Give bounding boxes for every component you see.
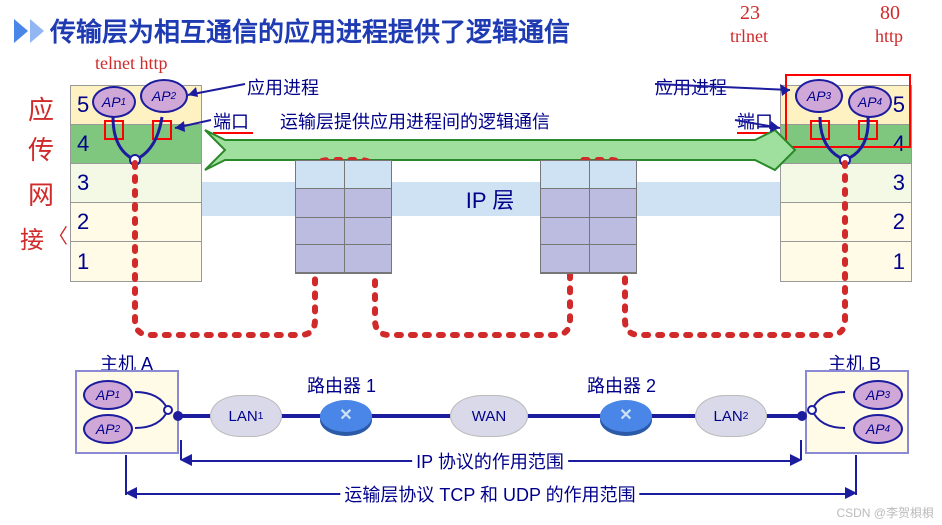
label-logical: 运输层提供应用进程间的逻辑通信 <box>280 108 550 134</box>
port-box <box>152 120 172 140</box>
layer-num: 2 <box>887 209 911 235</box>
layer-stack-left: 5 4 3 2 1 <box>70 85 202 282</box>
label-app-process-r: 应用进程 <box>655 74 727 100</box>
router-icon-1 <box>320 400 372 432</box>
router-stack-2 <box>540 160 637 274</box>
arrow-right-icon <box>790 454 802 466</box>
layer-num: 1 <box>887 249 911 275</box>
watermark: CSDN @李贺梖梖 <box>836 504 934 521</box>
router-icon-2 <box>600 400 652 432</box>
arrow-left-icon <box>125 487 137 499</box>
ap1: AP1 <box>92 86 136 118</box>
host-a-box: AP1 AP2 <box>75 370 179 454</box>
handwritten-side-net: 网 <box>28 175 54 212</box>
layer-num: 3 <box>71 170 95 196</box>
handwritten-http: http <box>875 26 903 47</box>
label-port-l: 端口 <box>213 108 249 134</box>
hostB-ap3: AP3 <box>853 380 903 410</box>
label-port-r: 端口 <box>737 108 773 134</box>
label-app-process-l: 应用进程 <box>247 74 319 100</box>
host-b-box: AP3 AP4 <box>805 370 909 454</box>
label-router2: 路由器 2 <box>587 372 656 398</box>
arrow-left-icon <box>180 454 192 466</box>
chevron-icon <box>30 19 44 43</box>
ip-layer-label: IP 层 <box>466 183 515 215</box>
label-router1: 路由器 1 <box>307 372 376 398</box>
cloud-lan1: LAN1 <box>210 395 282 437</box>
layer-num: 2 <box>71 209 95 235</box>
wire-dot <box>797 411 807 421</box>
layer-num: 4 <box>71 131 95 157</box>
wire-dot <box>173 411 183 421</box>
handwritten-bracket: 〈 <box>48 220 68 249</box>
router-stack-1 <box>295 160 392 274</box>
layer-num: 1 <box>71 249 95 275</box>
red-annotation-box <box>785 74 911 148</box>
handwritten-side-trans: 传 <box>28 130 54 167</box>
arrow-right-icon <box>845 487 857 499</box>
cloud-lan2: LAN2 <box>695 395 767 437</box>
cloud-wan: WAN <box>450 395 528 437</box>
page-title: 传输层为相互通信的应用进程提供了逻辑通信 <box>14 12 570 49</box>
title-text: 传输层为相互通信的应用进程提供了逻辑通信 <box>50 12 570 49</box>
ap2: AP2 <box>140 79 188 113</box>
handwritten-telnet-http: telnet http <box>95 53 167 74</box>
handwritten-80: 80 <box>880 2 900 25</box>
handwritten-side-if: 接 <box>20 220 44 255</box>
tcp-range-text: 运输层协议 TCP 和 UDP 的作用范围 <box>340 481 639 507</box>
port-box <box>104 120 124 140</box>
hostA-ap1: AP1 <box>83 380 133 410</box>
chevron-icon <box>14 19 28 43</box>
hostA-ap2: AP2 <box>83 414 133 444</box>
hostB-ap4: AP4 <box>853 414 903 444</box>
layer-num: 3 <box>887 170 911 196</box>
handwritten-side-app: 应 <box>28 90 54 127</box>
handwritten-trlnet: trlnet <box>730 26 768 47</box>
handwritten-23: 23 <box>740 2 760 25</box>
ip-range-text: IP 协议的作用范围 <box>412 448 568 474</box>
